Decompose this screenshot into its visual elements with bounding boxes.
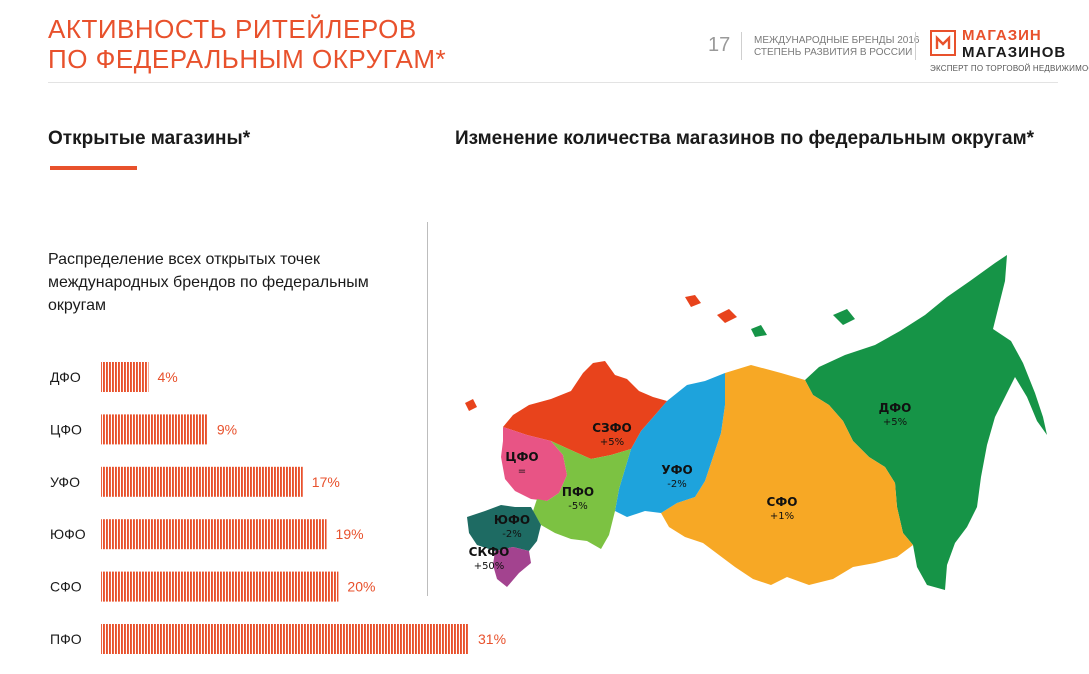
region-name-label: ПФО — [562, 485, 594, 499]
island-shape — [685, 295, 701, 307]
bar-category-label: ЦФО — [50, 421, 82, 437]
region-sfo — [661, 365, 913, 585]
region-change-label: -5% — [568, 501, 587, 512]
bar-value-label: 20% — [347, 579, 375, 595]
islands — [751, 309, 855, 337]
bar — [101, 414, 208, 445]
report-title-line-1: МЕЖДУНАРОДНЫЕ БРЕНДЫ 2016 — [754, 35, 920, 46]
region-name-label: УФО — [661, 463, 692, 477]
region-name-label: ЦФО — [505, 450, 538, 464]
bar-value-label: 17% — [312, 474, 340, 490]
region-cfo — [501, 427, 567, 501]
bar — [101, 571, 339, 602]
bar-value-label: 4% — [157, 369, 177, 385]
island-shape — [833, 309, 855, 325]
island-shape — [465, 399, 477, 411]
header-separator — [915, 32, 916, 60]
region-name-label: СФО — [767, 495, 798, 509]
bar-category-label: ПФО — [50, 631, 82, 647]
distribution-bar-chart: ДФО 4% ЦФО 9% УФО 17% ЮФО 19% СФО 20% ПФО 31% — [50, 362, 506, 654]
bar-value-label: 31% — [478, 631, 506, 647]
bar-value-label: 9% — [217, 421, 237, 437]
logo-m-icon — [930, 30, 956, 56]
region-change-label: -2% — [667, 479, 686, 490]
region-change-label: -2% — [502, 529, 521, 540]
region-name-label: СЗФО — [592, 421, 631, 435]
bar — [101, 624, 469, 654]
header-separator — [741, 32, 742, 60]
bar — [101, 519, 327, 550]
bar-category-label: СФО — [50, 579, 82, 595]
island-shape — [751, 325, 767, 337]
logo: МАГАЗИН МАГАЗИНОВ — [962, 27, 1066, 61]
region-name-label: ЮФО — [494, 513, 530, 527]
open-stores-heading: Открытые магазины* — [48, 128, 251, 149]
region-name-label: СКФО — [469, 545, 510, 559]
region-pfo — [533, 441, 631, 549]
russia-districts-map: СЗФО +5% ЦФО = ПФО -5% ЮФО -2% СКФО +50% УФО -2% СФО… — [465, 255, 1047, 590]
region-name-label: ДФО — [879, 401, 912, 415]
bar-category-label: УФО — [50, 474, 80, 490]
page-title-line-2: ПО ФЕДЕРАЛЬНЫМ ОКРУГАМ* — [48, 44, 447, 74]
header-divider — [48, 82, 1058, 83]
page-number: 17 — [708, 34, 731, 56]
logo-line-2: МАГАЗИНОВ — [962, 44, 1067, 61]
region-change-label: = — [518, 466, 526, 477]
bar — [101, 362, 149, 392]
island-shape — [717, 309, 737, 323]
islands — [465, 295, 737, 411]
region-skfo — [493, 547, 531, 587]
logo-tagline: ЭКСПЕРТ ПО ТОРГОВОЙ НЕДВИЖИМОСТИ — [930, 64, 1089, 73]
region-change-label: +50% — [474, 561, 505, 572]
report-title-line-2: СТЕПЕНЬ РАЗВИТИЯ В РОССИИ — [754, 47, 913, 58]
bar-category-label: ЮФО — [50, 526, 86, 542]
heading-underline — [50, 166, 137, 170]
region-urfo — [615, 373, 725, 517]
page-title: АКТИВНОСТЬ РИТЕЙЛЕРОВ ПО ФЕДЕРАЛЬНЫМ ОКР… — [48, 14, 446, 74]
region-ufo — [467, 505, 541, 551]
chart-description: Распределение всех открытых точек междун… — [48, 251, 369, 314]
bar — [101, 466, 303, 497]
report-title: МЕЖДУНАРОДНЫЕ БРЕНДЫ 2016 СТЕПЕНЬ РАЗВИТ… — [754, 35, 919, 59]
region-szfo — [503, 361, 667, 459]
logo-line-1: МАГАЗИН — [962, 27, 1042, 44]
change-heading: Изменение количества магазинов по федера… — [455, 128, 1035, 149]
bar-category-label: ДФО — [50, 369, 81, 385]
bar-value-label: 19% — [336, 526, 364, 542]
region-change-label: +5% — [600, 437, 624, 448]
page-title-line-1: АКТИВНОСТЬ РИТЕЙЛЕРОВ — [48, 14, 417, 44]
region-dfo — [805, 255, 1047, 590]
vertical-divider — [427, 222, 428, 596]
region-change-label: +1% — [770, 511, 794, 522]
region-change-label: +5% — [883, 417, 907, 428]
